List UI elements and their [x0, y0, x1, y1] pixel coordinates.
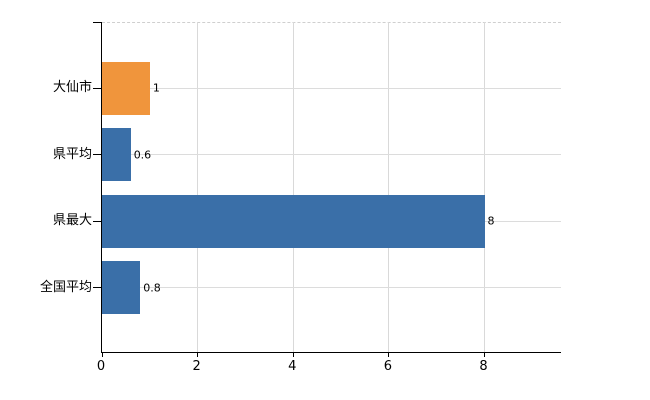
gridline-horizontal: [102, 154, 561, 156]
x-axis-tick: [102, 353, 103, 357]
category-label-1: 県平均: [52, 146, 92, 162]
y-axis-tick: [93, 287, 101, 289]
y-axis-tick: [93, 22, 101, 23]
gridline-vertical: [197, 22, 199, 352]
gridline-vertical: [292, 22, 294, 352]
bar-3: [102, 261, 141, 315]
x-tick-label-2: 2: [192, 359, 201, 374]
x-axis-tick: [484, 353, 485, 357]
category-label-0: 大仙市: [52, 80, 92, 95]
x-axis-tick: [197, 353, 199, 357]
x-tick-label-6: 6: [383, 359, 393, 374]
y-axis-tick: [93, 154, 101, 156]
bar-value-label: 8: [487, 214, 495, 228]
y-axis-tick: [93, 220, 101, 222]
bar-2: [102, 194, 485, 248]
category-label-2: 県最大: [52, 213, 92, 229]
x-tick-label-8: 8: [479, 359, 488, 374]
gridline-horizontal: [102, 287, 561, 289]
bar-value-label: 1: [152, 81, 160, 95]
x-axis-tick: [292, 353, 294, 357]
gridline-vertical: [484, 22, 485, 352]
plot-area: 1 0.6 8 0.8: [93, 22, 561, 357]
bar-0: [102, 61, 150, 115]
category-label-3: 全国平均: [39, 279, 92, 295]
x-tick-label-4: 4: [288, 359, 297, 374]
bar-value-label: 0.8: [143, 281, 161, 295]
gridline-horizontal: [102, 87, 561, 89]
y-axis-tick: [93, 87, 101, 89]
x-tick-label-0: 0: [96, 359, 106, 374]
gridline-vertical: [388, 22, 390, 352]
x-axis-tick: [388, 353, 390, 357]
bar-1: [102, 128, 131, 182]
bar-value-label: 0.6: [133, 148, 152, 162]
gridline-top: [102, 22, 561, 23]
